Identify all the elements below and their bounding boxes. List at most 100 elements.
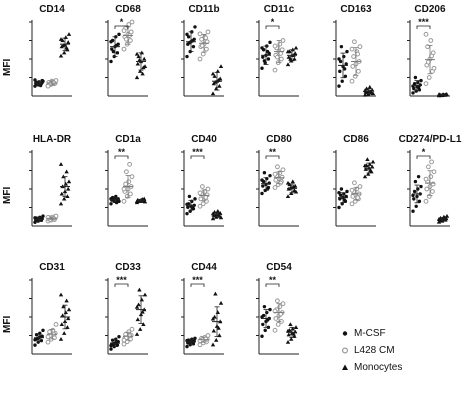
hla-dr-point-monocytes-0	[58, 201, 64, 206]
cd40-point-l428-cm-3	[198, 196, 204, 202]
cd11b-point-l428-cm-2	[204, 46, 209, 52]
cd80-point-l428-cm-9	[275, 164, 280, 170]
cd80-point-m-csf-5	[267, 181, 271, 185]
cd31-point-m-csf-0	[33, 343, 37, 347]
cd14-point-l428-cm-11	[45, 83, 51, 89]
cd163-point-l428-cm-2	[356, 68, 361, 74]
cd40-point-monocytes-8	[218, 215, 224, 220]
cd86-point-monocytes-1	[366, 172, 371, 176]
cd1a-title: CD1a	[115, 134, 141, 145]
cd1a-point-m-csf-10	[114, 200, 119, 205]
cd11c-point-l428-cm-2	[279, 56, 284, 62]
hla-dr-title: HLA-DR	[33, 134, 72, 145]
cd68-point-l428-cm-2	[128, 38, 133, 43]
cd44-point-monocytes-11	[210, 316, 216, 321]
cd68-point-m-csf-8	[117, 32, 121, 37]
cd1a-point-l428-cm-0	[121, 198, 127, 204]
cd86-point-m-csf-10	[342, 198, 347, 202]
cd80-title: CD80	[266, 134, 292, 145]
cd206-point-m-csf-0	[411, 91, 415, 95]
cd80-point-m-csf-3	[261, 184, 265, 188]
cd68-title: CD68	[115, 4, 141, 15]
cd11c-point-m-csf-3	[261, 55, 265, 59]
cd163-title: CD163	[340, 4, 372, 15]
cd31-point-monocytes-11	[58, 292, 64, 297]
cd31-point-monocytes-10	[64, 298, 69, 303]
cd11b-title: CD11b	[188, 4, 219, 15]
cd163-point-m-csf-5	[344, 62, 348, 66]
legend-label-monocytes: Monocytes	[354, 362, 403, 373]
legend-item-mcsf: M-CSF	[338, 325, 468, 342]
cd1a-point-l428-cm-2	[128, 191, 133, 197]
cd68-point-m-csf-11	[109, 40, 113, 44]
cd33-point-monocytes-8	[142, 292, 148, 297]
cd33-significance-bracket-0	[114, 283, 129, 287]
cd40-point-l428-cm-0	[197, 203, 203, 209]
cd11b-point-l428-cm-6	[199, 36, 205, 42]
cd33-point-monocytes-6	[136, 302, 141, 307]
cd54-point-l428-cm-1	[275, 322, 281, 327]
cd11c-point-l428-cm-11	[272, 43, 278, 49]
legend-item-l428: L428 CM	[338, 342, 468, 359]
cd14-point-monocytes-0	[58, 53, 64, 58]
cd163-point-l428-cm-9	[352, 39, 357, 45]
cd80-point-l428-cm-11	[272, 171, 278, 177]
cd86-point-l428-cm-8	[357, 184, 363, 189]
cd54-title: CD54	[266, 262, 292, 273]
cd1a-point-l428-cm-11	[121, 186, 127, 192]
cd31-point-l428-cm-0	[45, 339, 51, 345]
cd54-point-l428-cm-9	[275, 298, 280, 304]
cd274-pd-l1-point-l428-cm-9	[426, 164, 431, 170]
cd33-point-l428-cm-11	[121, 337, 127, 343]
cd54-point-monocytes-9	[288, 322, 293, 326]
cd274-pd-l1-point-m-csf-0	[411, 209, 415, 213]
cd80-point-l428-cm-7	[277, 170, 283, 176]
cd33-point-monocytes-11	[134, 304, 140, 309]
cd14-point-monocytes-8	[66, 32, 72, 36]
cd11b-point-m-csf-8	[193, 25, 197, 29]
cd54-point-m-csf-1	[263, 328, 267, 333]
cd206-title: CD206	[414, 4, 446, 15]
cd68-point-m-csf-0	[109, 59, 113, 64]
cd11c-point-l428-cm-0	[272, 67, 278, 73]
cd163-point-l428-cm-3	[350, 64, 356, 69]
cd31-point-l428-cm-11	[45, 334, 51, 340]
cd86-point-l428-cm-0	[349, 201, 355, 207]
cd68-point-l428-cm-11	[121, 28, 127, 34]
cd33-title: CD33	[115, 262, 141, 273]
cd11c-title: CD11c	[264, 4, 295, 15]
cd11b-point-l428-cm-1	[200, 51, 206, 57]
cd11b-point-m-csf-11	[185, 32, 189, 37]
cd274-pd-l1-significance-bracket-0	[416, 155, 431, 159]
cd274-pd-l1-point-m-csf-1	[414, 204, 418, 208]
cd11c-point-m-csf-0	[260, 66, 264, 70]
hla-dr-point-monocytes-3	[59, 191, 64, 196]
cd44-point-monocytes-7	[215, 310, 220, 314]
cd68-significance-label-0: *	[120, 17, 124, 27]
cd86-point-l428-cm-11	[349, 187, 355, 193]
cd163-point-m-csf-9	[339, 44, 344, 49]
cd163-point-m-csf-11	[337, 57, 341, 61]
cd68-point-monocytes-9	[137, 58, 142, 62]
cd11c-point-monocytes-2	[292, 56, 297, 61]
cd54-point-m-csf-11	[260, 315, 264, 319]
cd40-point-monocytes-0	[210, 216, 216, 221]
cd14-point-m-csf-10	[38, 83, 43, 88]
cd11c-point-m-csf-11	[260, 46, 264, 50]
cd68-point-l428-cm-7	[126, 22, 132, 27]
cd33-point-monocytes-3	[135, 317, 140, 322]
cd86-point-m-csf-8	[345, 189, 349, 194]
cd1a-significance-label-0: **	[118, 147, 126, 157]
cd80-significance-label-0: **	[269, 147, 277, 157]
cd44-point-monocytes-9	[213, 291, 218, 296]
cd31-point-monocytes-0	[58, 337, 64, 341]
cd11b-point-l428-cm-0	[197, 56, 203, 62]
cd44-point-m-csf-11	[185, 338, 189, 343]
cd274-pd-l1-point-l428-cm-2	[430, 189, 435, 194]
cd33-point-m-csf-6	[110, 338, 115, 342]
cd11b-point-monocytes-2	[217, 83, 222, 88]
cd68-point-monocytes-11	[134, 51, 140, 56]
cd33-point-monocytes-9	[137, 287, 142, 292]
cd40-point-m-csf-3	[186, 205, 190, 209]
